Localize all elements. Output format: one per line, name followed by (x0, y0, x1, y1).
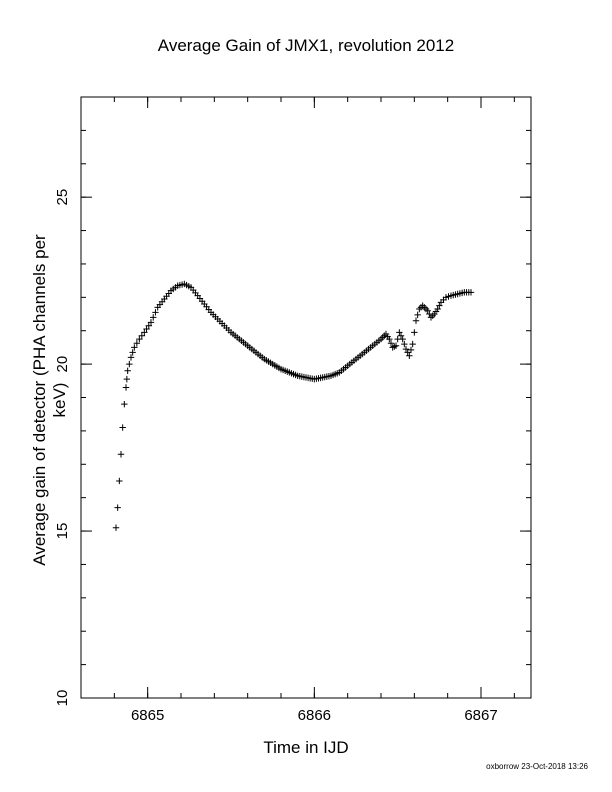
data-point (121, 400, 128, 408)
data-point (381, 332, 388, 339)
data-point (124, 367, 131, 374)
data-points (112, 280, 475, 531)
data-point (401, 340, 408, 348)
data-point (147, 319, 155, 326)
tick-labels: 6865 6866 6867 10 15 20 25 (54, 189, 498, 724)
data-point (427, 314, 435, 321)
data-point (389, 344, 396, 351)
data-point (141, 329, 148, 336)
data-point (152, 309, 159, 316)
x-tick-label: 6867 (464, 707, 497, 724)
data-point (402, 345, 410, 353)
data-point (131, 344, 138, 351)
data-point (424, 307, 431, 314)
data-point (467, 289, 475, 296)
data-point (114, 504, 121, 511)
data-point (150, 314, 157, 321)
data-point (143, 325, 150, 333)
data-point (379, 334, 386, 341)
plot-frame (80, 96, 532, 699)
data-point (406, 352, 413, 359)
y-tick-label: 25 (54, 189, 71, 206)
y-tick-label: 10 (54, 690, 71, 707)
data-point (397, 332, 405, 339)
data-point (392, 342, 400, 349)
data-point (133, 340, 141, 347)
data-point (421, 304, 428, 311)
data-point (145, 322, 152, 329)
x-tick-label: 6866 (298, 707, 331, 724)
minor-ticks (80, 96, 531, 699)
data-point (399, 335, 406, 343)
data-point (419, 302, 426, 309)
y-tick-label: 15 (54, 523, 71, 540)
y-axis-label: Average gain of detector (PHA channels p… (30, 234, 69, 566)
data-point (391, 343, 398, 350)
data-point (127, 354, 135, 361)
data-point (422, 305, 430, 313)
data-point (387, 340, 395, 347)
data-point (136, 335, 143, 343)
data-point (112, 524, 120, 531)
data-point (407, 346, 415, 354)
data-point (126, 360, 133, 368)
data-point (416, 305, 423, 313)
major-ticks (81, 97, 531, 699)
data-point (409, 340, 416, 348)
footer-stamp: oxborrow 23-Oct-2018 13:26 (486, 762, 588, 771)
x-axis-label: Time in IJD (263, 738, 349, 757)
data-point (412, 317, 420, 324)
y-tick-label: 20 (54, 356, 71, 373)
data-point (396, 329, 403, 336)
data-point (122, 384, 130, 391)
data-point (123, 375, 131, 383)
data-point (429, 312, 436, 319)
data-point (116, 477, 123, 485)
data-point (434, 305, 441, 313)
data-point (386, 335, 393, 343)
data-point (414, 311, 421, 319)
data-point (129, 349, 136, 356)
data-point (138, 332, 146, 339)
chart-title: Average Gain of JMX1, revolution 2012 (157, 36, 455, 55)
data-point (404, 349, 411, 356)
data-point (119, 424, 126, 431)
data-point (411, 329, 418, 336)
data-point (436, 302, 443, 309)
x-tick-label: 6865 (131, 707, 164, 724)
data-point (117, 451, 125, 458)
